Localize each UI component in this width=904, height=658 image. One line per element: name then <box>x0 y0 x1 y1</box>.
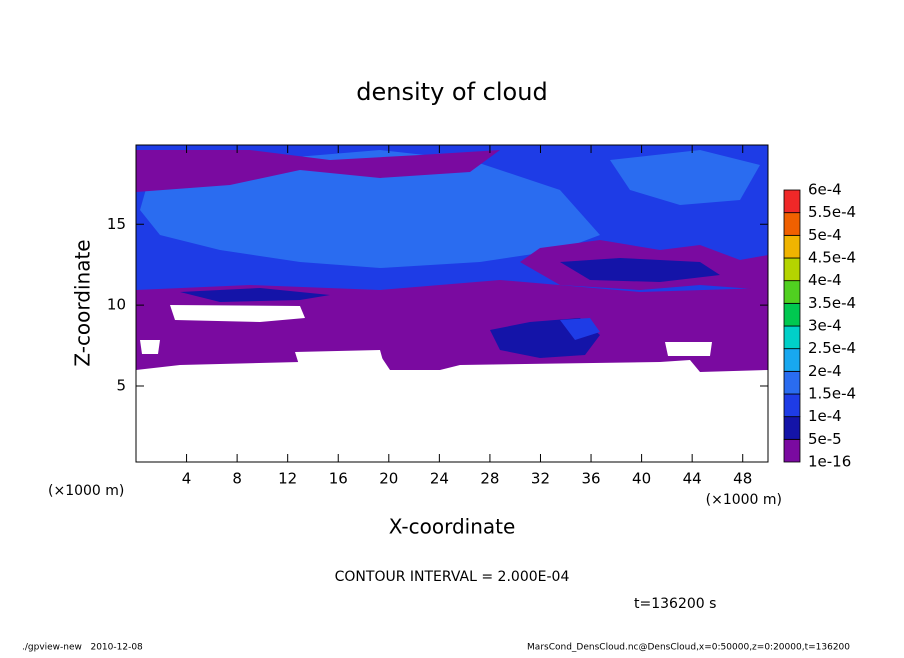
colorbar-label: 5e-4 <box>808 226 842 244</box>
x-tick-label: 36 <box>581 470 600 488</box>
empty-region <box>140 340 160 354</box>
colorbar-box <box>783 189 801 214</box>
colorbar-label: 4.5e-4 <box>808 249 856 267</box>
colorbar-box <box>783 370 801 395</box>
footer-left: ./gpview-new 2010-12-08 <box>22 643 143 653</box>
contour-region <box>610 150 760 205</box>
colorbar-box <box>783 416 801 440</box>
empty-region <box>136 372 768 462</box>
colorbar-box <box>783 280 801 304</box>
contour-region <box>136 150 500 192</box>
y-axis-label: Z-coordinate <box>71 239 95 366</box>
colorbar-box <box>783 325 801 350</box>
y-tick-label: 5 <box>116 376 126 394</box>
contour-field <box>136 145 768 462</box>
contour-region <box>136 280 768 372</box>
footer-right: MarsCond_DensCloud.nc@DensCloud,x=0:5000… <box>527 643 850 653</box>
colorbar-label: 1e-16 <box>808 453 851 471</box>
colorbar-label: 1.5e-4 <box>808 385 856 403</box>
colorbar-label: 1e-4 <box>808 407 842 425</box>
colorbar-label: 4e-4 <box>808 271 842 289</box>
colorbar-box <box>783 438 801 463</box>
x-tick-label: 40 <box>632 470 651 488</box>
y-unit-label: (×1000 m) <box>48 483 124 499</box>
colorbar-label: 5.5e-4 <box>808 203 856 221</box>
y-tick-label: 15 <box>107 215 126 233</box>
colorbar-box <box>783 302 801 327</box>
y-tick-label: 10 <box>107 296 126 314</box>
empty-region <box>170 305 305 322</box>
contour-region <box>560 318 600 340</box>
x-tick-label: 32 <box>531 470 550 488</box>
colorbar-box <box>783 212 801 236</box>
colorbar-box <box>783 234 801 259</box>
x-tick-label: 28 <box>480 470 499 488</box>
colorbar-label: 3.5e-4 <box>808 294 856 312</box>
x-tick-label: 48 <box>733 470 752 488</box>
x-tick-label: 16 <box>329 470 348 488</box>
x-tick-label: 20 <box>379 470 398 488</box>
colorbar-label: 3e-4 <box>808 317 842 335</box>
colorbar-box <box>783 257 801 282</box>
x-tick-label: 4 <box>182 470 192 488</box>
plot-frame <box>135 144 769 463</box>
x-axis-label: X-coordinate <box>389 515 516 539</box>
contour-region <box>560 258 720 282</box>
empty-region <box>665 342 712 356</box>
x-tick-label: 24 <box>430 470 449 488</box>
colorbar-label: 6e-4 <box>808 181 842 199</box>
empty-region <box>295 350 385 368</box>
chart-title: density of cloud <box>356 78 547 106</box>
x-unit-label: (×1000 m) <box>706 492 782 508</box>
time-label: t=136200 s <box>634 596 716 612</box>
contour-region <box>180 288 330 302</box>
colorbar-box <box>783 348 801 372</box>
colorbar-label: 5e-5 <box>808 430 842 448</box>
x-tick-label: 44 <box>683 470 702 488</box>
contour-interval: CONTOUR INTERVAL = 2.000E-04 <box>335 569 570 585</box>
colorbar-label: 2.5e-4 <box>808 339 856 357</box>
x-tick-label: 8 <box>232 470 242 488</box>
colorbar-label: 2e-4 <box>808 362 842 380</box>
x-tick-label: 12 <box>278 470 297 488</box>
colorbar-box <box>783 393 801 418</box>
